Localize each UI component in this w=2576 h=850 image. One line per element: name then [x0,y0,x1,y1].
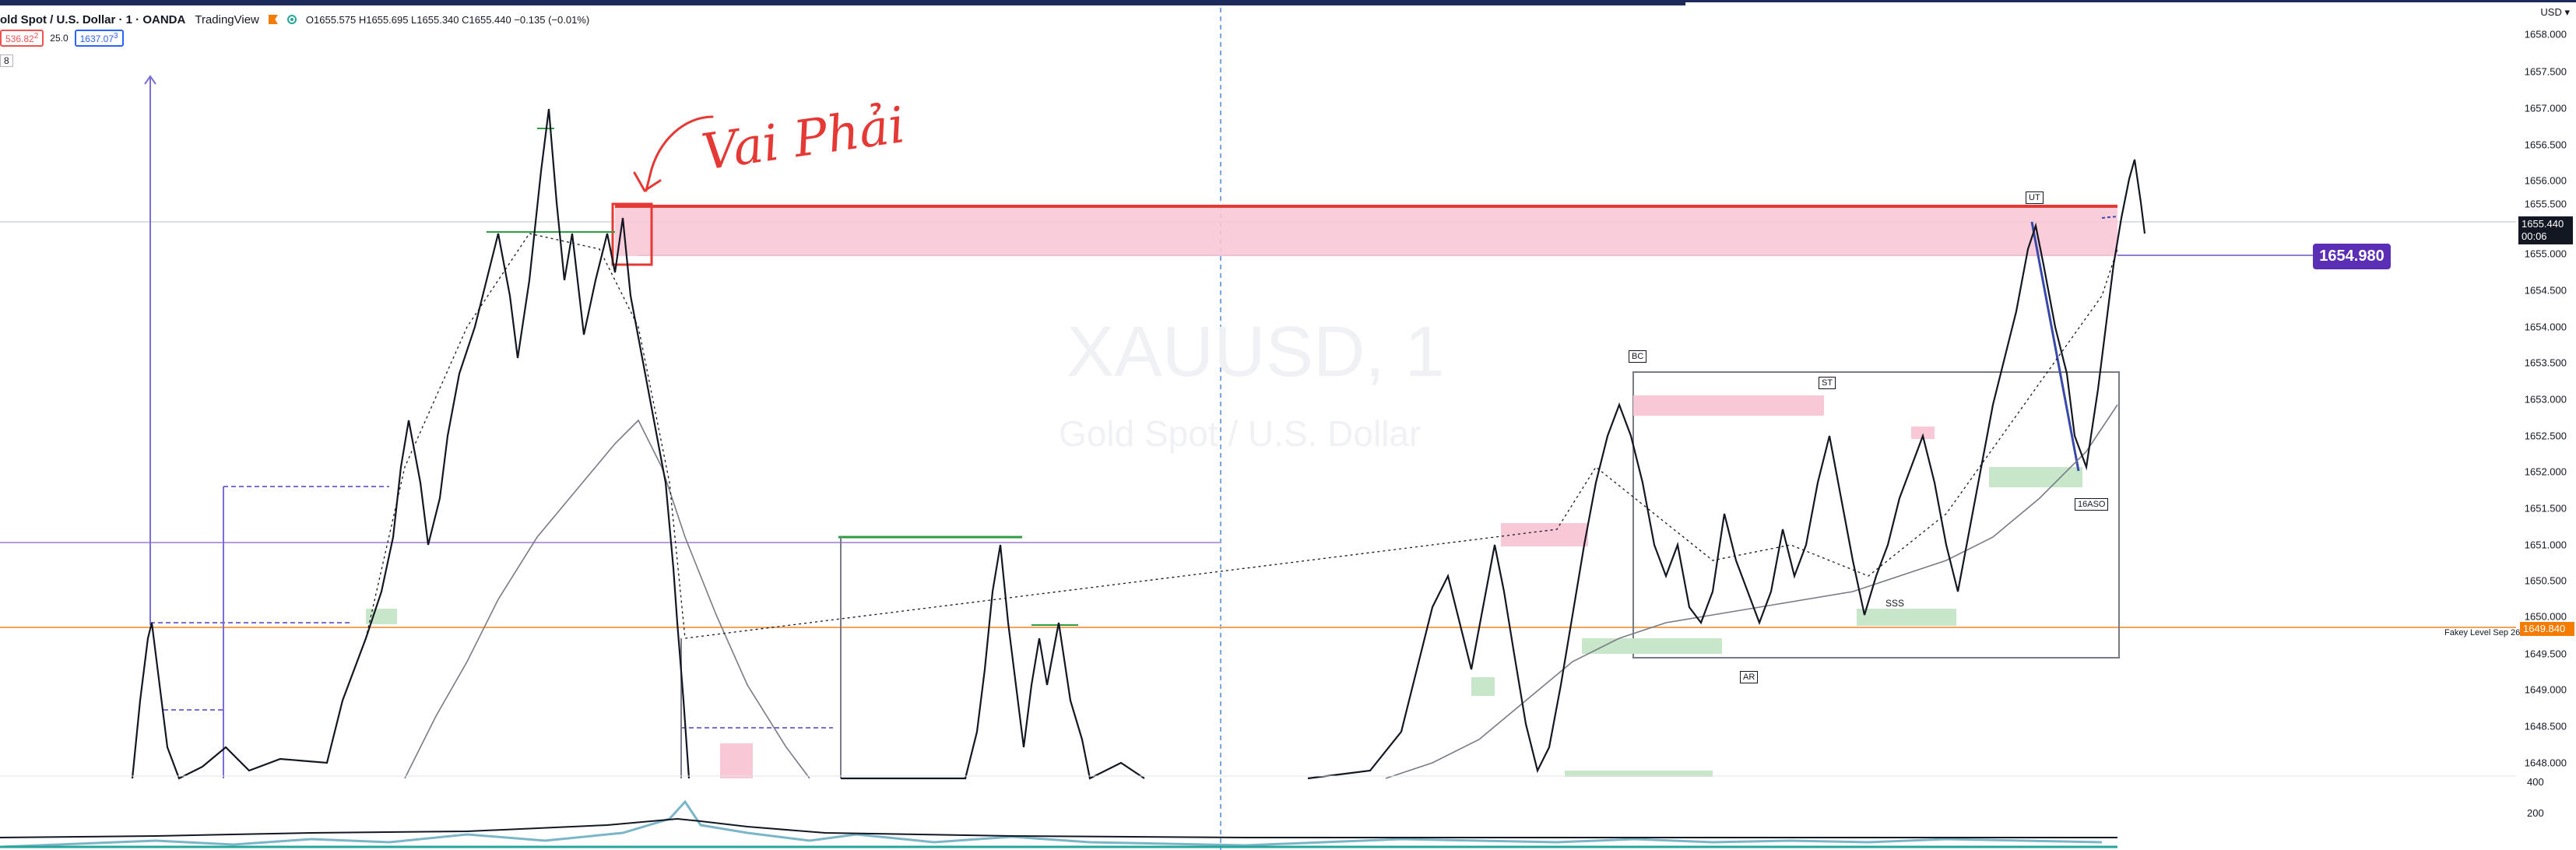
tag-st: ST [1819,377,1836,389]
tick: 1651.500 [2524,502,2567,515]
tick: 1654.500 [2524,284,2567,297]
tick: 1650.000 [2524,610,2567,623]
highlight-box [611,202,653,266]
symbol-label[interactable]: old Spot / U.S. Dollar · 1 · OANDA [0,12,186,26]
tag-ut: UT [2026,191,2044,204]
supply-zone [615,206,2117,256]
measure-arrow-1-head [144,75,156,85]
current-price-label: 1655.440 00:06 [2518,216,2573,244]
moving-average-2 [1385,404,2118,779]
handwriting-arrow [633,115,714,192]
indicator-value-blue[interactable]: 1637.073 [74,30,124,47]
price-chart[interactable]: Vai Phải [0,0,2516,850]
tick: 1657.500 [2524,65,2567,78]
tag-ar: AR [1740,671,1759,683]
zone-red-3 [1911,427,1935,439]
tick: 1657.000 [2524,102,2567,114]
chart-watermark-name: Gold Spot / U.S. Dollar [1059,413,1422,454]
ohlc-values: O1655.575 H1655.695 L1655.340 C1655.440 … [305,13,590,26]
tick: 1655.500 [2524,198,2567,210]
alert-price-badge[interactable]: 1654.980 [2313,244,2391,269]
moving-average-1 [404,419,810,779]
handwriting-text: Vai Phải [698,97,908,182]
indicator-legend[interactable]: 536.822 25.0 1637.073 [0,30,124,47]
price-path-left [131,108,691,780]
fakey-level-label: Fakey Level Sep 26 [2444,628,2521,638]
tick: 1653.000 [2524,393,2567,406]
tag-sss: SSS [1885,598,1905,609]
source-label: TradingView [195,12,259,26]
window-top-bar-accent [1685,0,2576,2]
tick: 1655.000 [2524,248,2567,260]
zone-green-6 [1471,677,1495,696]
tick: 1650.500 [2524,574,2567,587]
zone-red-1 [1633,395,1824,416]
indicator-value-red[interactable]: 536.822 [0,30,44,47]
chart-watermark-ticker: XAUUSD, 1 [1067,312,1445,392]
price-path-mid [841,544,1145,780]
axis-currency-toggle[interactable]: USD ▾ [2540,6,2570,18]
volume-ma [0,817,2117,838]
tick: 1653.500 [2524,357,2567,369]
zone-green-5 [1565,771,1713,777]
tick: 1652.000 [2524,465,2567,478]
tick: 1649.500 [2524,648,2567,660]
flag-icon[interactable] [268,15,278,24]
market-status-icon [286,15,297,24]
price-path-right [1307,159,2146,780]
fakey-price-label: 1649.840 [2520,622,2574,636]
volume-tick: 400 [2527,776,2544,788]
tick: 1652.500 [2524,430,2567,442]
price-axis[interactable]: USD ▾ 1658.000 1657.500 1657.000 1656.50… [2516,0,2576,850]
bar-countdown: 00:06 [2522,230,2547,242]
tick: 1656.000 [2524,174,2567,187]
trend-blue-1 [2030,221,2080,472]
volume-bars [0,799,2103,848]
zone-green-1 [1582,638,1722,654]
chart-legend[interactable]: old Spot / U.S. Dollar · 1 · OANDA Tradi… [0,8,589,31]
indicator-value-mid: 25.0 [50,33,69,44]
tick: 1648.000 [2524,757,2567,769]
tick: 1658.000 [2524,28,2567,40]
volume-tick: 200 [2527,807,2544,819]
zone-red-4 [720,743,753,778]
trend-blue-2 [2101,216,2118,219]
zone-green-2 [1857,609,1956,626]
tick: 1649.000 [2524,683,2567,696]
trading-range-box [1632,371,2120,659]
tick: 1651.000 [2524,539,2567,551]
tick: 1648.500 [2524,720,2567,732]
indicator-count[interactable]: 8 [0,54,13,67]
window-top-bar [0,0,1685,5]
zone-red-2 [1501,523,1588,546]
tag-lpsd: 16ASO [2075,498,2109,511]
tick: 1654.000 [2524,321,2567,333]
tag-bc: BC [1629,350,1647,363]
tick: 1656.500 [2524,139,2567,151]
